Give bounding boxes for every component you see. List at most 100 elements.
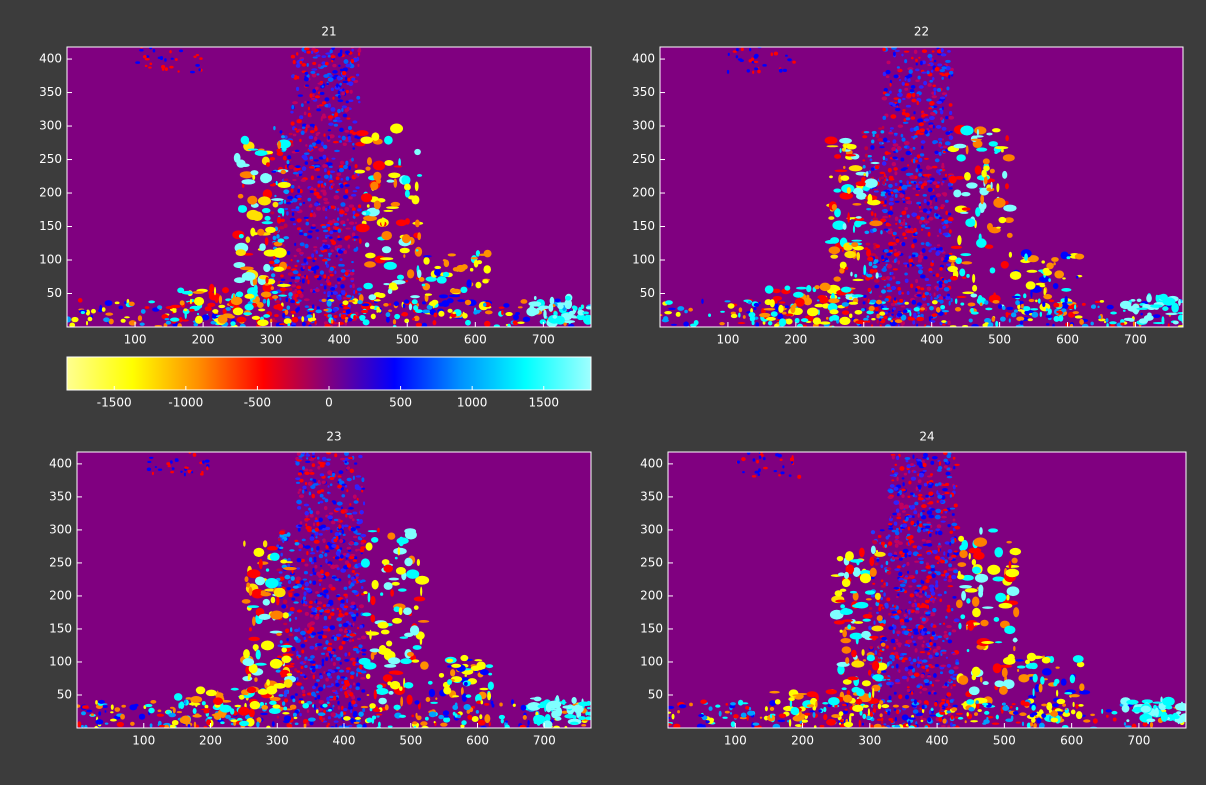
heatmap-cell [934,663,940,667]
heatmap-cell [941,162,945,168]
heatmap-cell [337,295,342,301]
heatmap-cell [384,160,394,166]
heatmap-cell [580,304,584,310]
heatmap-cell [1008,318,1011,323]
heatmap-cell [307,658,313,662]
heatmap-cell [578,701,591,707]
heatmap-cell [438,714,445,720]
y-tick-label: 400 [632,52,655,66]
heatmap-cell [892,307,896,311]
heatmap-cell [933,88,937,92]
heatmap-cell [913,510,918,515]
heatmap-cell [90,713,94,716]
heatmap-cell [309,212,313,218]
heatmap-cell [954,298,958,305]
heatmap-cell [340,554,344,559]
heatmap-cell [301,275,305,279]
heatmap-cell [302,693,306,697]
heatmap-cell [318,533,323,536]
heatmap-cell [889,484,895,488]
heatmap-cell [956,295,967,299]
heatmap-cell [87,316,93,322]
heatmap-cell [966,182,978,189]
heatmap-cell [913,181,916,185]
heatmap-cell [346,106,350,112]
heatmap-cell [315,536,318,539]
heatmap-cell [327,226,331,231]
heatmap-cell [926,71,930,75]
heatmap-cell [353,235,359,239]
heatmap-cell [484,714,491,724]
heatmap-cell [312,93,315,98]
heatmap-cell [306,101,310,104]
heatmap-cell [766,316,776,321]
heatmap-cell [241,599,251,604]
heatmap-cell [923,157,929,160]
heatmap-cell [341,248,346,251]
heatmap-cell [330,185,334,189]
heatmap-cell [896,609,902,614]
heatmap-cell [461,720,467,726]
heatmap-cell [316,73,320,76]
heatmap-cell [421,725,429,728]
heatmap-cell [311,304,315,309]
heatmap-cell [866,310,874,315]
heatmap-cell [308,265,312,270]
heatmap-cell [901,510,906,513]
heatmap-cell [199,57,203,60]
heatmap-cell [333,315,338,319]
heatmap-cell [325,544,329,549]
heatmap-cell [906,230,913,234]
heatmap-cell [862,159,866,162]
heatmap-cell [904,456,911,460]
heatmap-cell [352,120,358,124]
heatmap-cell [840,175,850,181]
heatmap-cell [897,98,902,104]
heatmap-cell [348,639,352,643]
heatmap-cell [856,192,867,200]
heatmap-cell [473,309,482,313]
heatmap-cell [981,169,987,178]
heatmap-cell [919,251,923,255]
heatmap-cell [311,209,314,213]
heatmap-cell [309,510,314,515]
heatmap-cell [867,155,872,158]
heatmap-cell [1039,284,1046,288]
heatmap-cell [855,181,866,187]
heatmap-cell [908,173,914,176]
heatmap-cell [270,266,274,271]
heatmap-cell [318,553,324,559]
heatmap-cell [342,297,348,300]
heatmap-cell [507,323,511,327]
heatmap-cell [300,103,304,107]
heatmap-cell [352,298,359,305]
heatmap-cell [935,307,941,313]
heatmap-cell [300,643,306,648]
heatmap-cell [1037,298,1041,304]
heatmap-cell [179,701,185,710]
heatmap-cell [992,299,1000,304]
heatmap-cell [222,308,227,315]
heatmap-cell [110,704,114,710]
heatmap-cell [894,182,898,187]
heatmap-cell [916,302,922,307]
heatmap-cell [724,300,731,303]
heatmap-cell [336,75,342,81]
heatmap-cell [903,210,907,214]
heatmap-cell [887,317,892,321]
heatmap-cell [346,563,352,568]
heatmap-cell [342,67,349,72]
heatmap-cell [336,217,340,221]
heatmap-cell [341,135,346,141]
heatmap-cell [945,116,949,120]
heatmap-cell [1098,315,1102,319]
heatmap-cell [907,67,914,71]
heatmap-cell [294,542,300,546]
heatmap-cell [921,460,925,464]
heatmap-cell [434,268,441,277]
heatmap-cell [314,257,317,261]
heatmap-cell [157,720,162,726]
heatmap-cell [309,536,315,541]
heatmap-cell [320,652,326,655]
heatmap-cell [465,319,471,326]
